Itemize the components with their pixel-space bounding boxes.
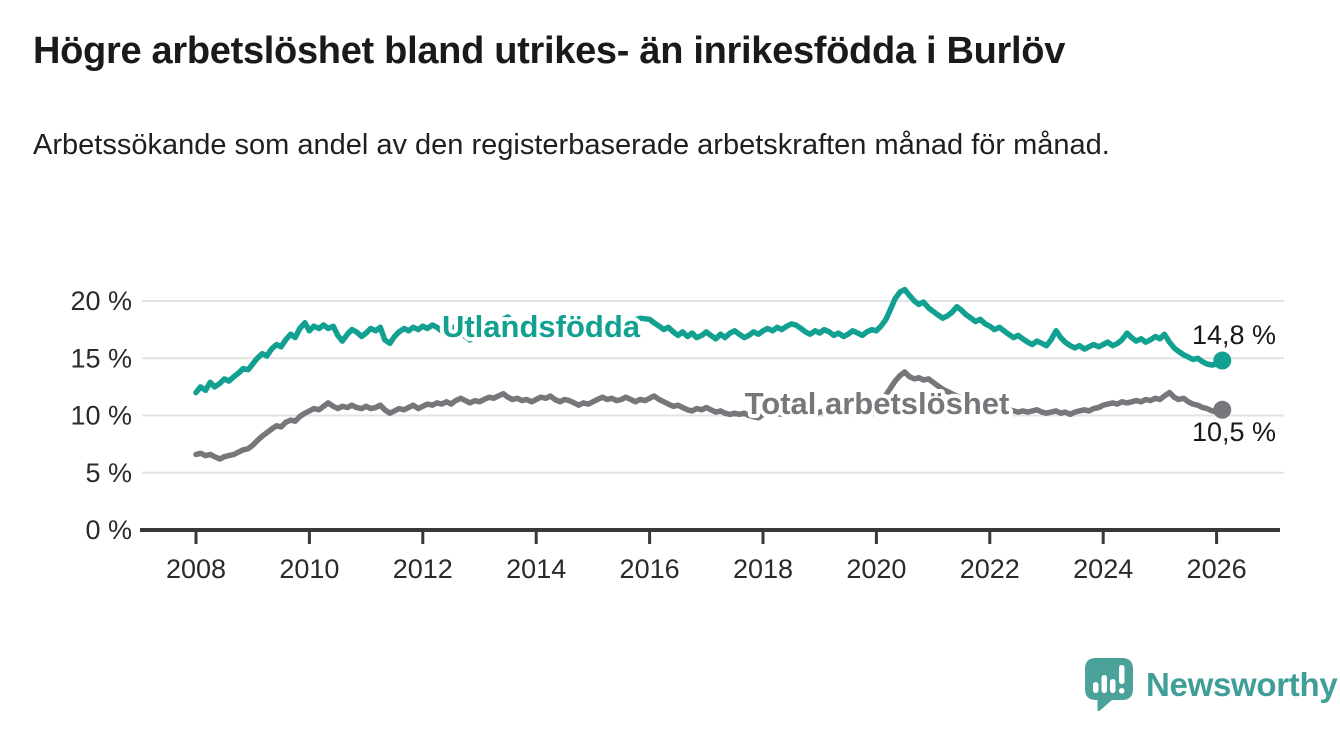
x-tick-label-2024: 2024 xyxy=(1073,554,1133,584)
y-tick-label-15pct: 15 % xyxy=(70,343,132,373)
speech-bubble-bar-chart-icon xyxy=(1085,658,1133,712)
series-line-utlandsfodda xyxy=(193,286,1226,396)
x-tick-label-2020: 2020 xyxy=(846,554,906,584)
page-title: Högre arbetslöshet bland utrikes- än inr… xyxy=(33,30,1066,72)
x-tick-label-2022: 2022 xyxy=(960,554,1020,584)
series-end-dot-total-arbetsloshet xyxy=(1213,400,1232,419)
x-tick-label-2014: 2014 xyxy=(506,554,566,584)
page-subtitle: Arbetssökande som andel av den registerb… xyxy=(33,129,1110,161)
end-value-label-total-arbetsloshet: 10,5 % xyxy=(1192,417,1276,447)
x-tick-label-2008: 2008 xyxy=(166,554,226,584)
x-tick-label-2010: 2010 xyxy=(279,554,339,584)
series-label-utlandsfodda: Utlandsfödda xyxy=(442,309,641,344)
series-line-total-arbetsloshet xyxy=(193,369,1226,462)
end-value-label-utlandsfodda: 14,8 % xyxy=(1192,320,1276,350)
y-tick-label-5pct: 5 % xyxy=(85,458,132,488)
series-label-total-arbetsloshet: Total arbetslöshet xyxy=(745,386,1010,421)
newsworthy-logo: Newsworthy xyxy=(1085,658,1338,712)
series-end-dot-utlandsfodda xyxy=(1213,351,1232,370)
newsworthy-logo-text: Newsworthy xyxy=(1146,666,1338,703)
x-tick-label-2012: 2012 xyxy=(393,554,453,584)
y-tick-label-20pct: 20 % xyxy=(70,286,132,316)
y-tick-label-0pct: 0 % xyxy=(85,515,132,545)
x-tick-label-2026: 2026 xyxy=(1187,554,1247,584)
y-tick-label-10pct: 10 % xyxy=(70,401,132,431)
x-tick-label-2016: 2016 xyxy=(620,554,680,584)
x-tick-label-2018: 2018 xyxy=(733,554,793,584)
